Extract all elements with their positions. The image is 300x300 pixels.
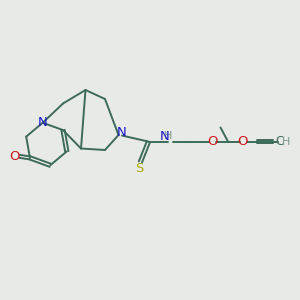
Text: O: O: [238, 135, 248, 148]
Text: N: N: [117, 126, 127, 139]
Text: O: O: [207, 135, 218, 148]
Text: S: S: [136, 161, 144, 175]
Text: N: N: [160, 130, 169, 143]
Text: C: C: [275, 135, 284, 148]
Text: H: H: [164, 131, 172, 141]
Text: O: O: [10, 150, 20, 163]
Text: H: H: [282, 137, 291, 147]
Text: N: N: [37, 116, 47, 129]
